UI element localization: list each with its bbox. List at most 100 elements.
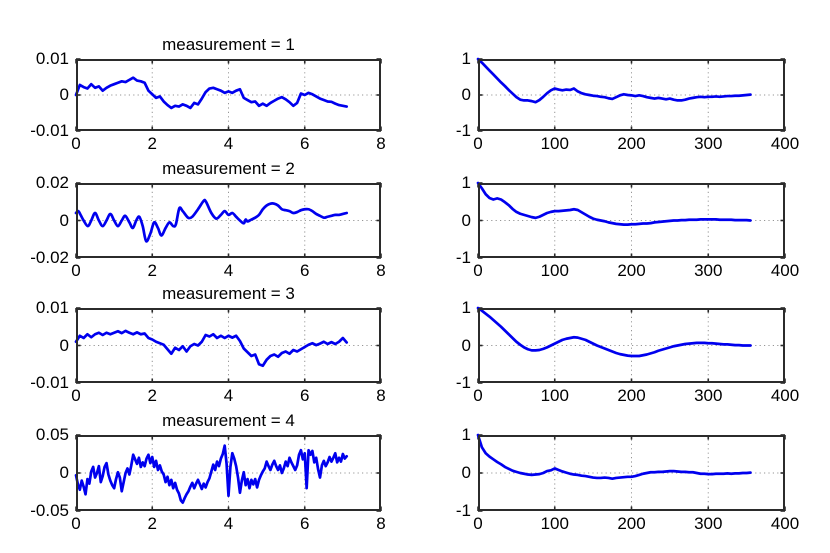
y-tick-label: 1 — [461, 298, 471, 317]
measurement-1-signal-canvas — [74, 58, 382, 132]
x-tick-label: 2 — [147, 386, 157, 405]
y-tick-label: -0.02 — [30, 248, 69, 267]
subplot-measurement-2-signal — [74, 182, 382, 259]
y-tick-label: 1 — [461, 425, 471, 444]
x-tick-label: 400 — [770, 514, 800, 533]
axis-box — [76, 435, 381, 511]
x-tick-label: 6 — [300, 386, 310, 405]
measurement-4-autocorrelation-canvas — [476, 433, 786, 512]
x-tick-label: 0 — [71, 386, 81, 405]
x-tick-label: 200 — [617, 261, 646, 280]
y-tick-label: 0.01 — [35, 49, 69, 68]
x-tick-label: 0 — [473, 386, 483, 405]
y-tick-label: 0 — [59, 335, 69, 355]
x-tick-label: 200 — [617, 386, 646, 405]
x-tick-label: 6 — [300, 134, 310, 153]
measurement-3-signal-canvas — [74, 307, 382, 384]
x-tick-label: 0 — [473, 514, 483, 533]
y-tick-label: 0 — [461, 335, 471, 355]
subplot-measurement-1-signal — [74, 58, 382, 132]
x-tick-label: 6 — [300, 514, 310, 533]
subplot-measurement-3-signal — [74, 307, 382, 384]
measurement-2-autocorrelation-canvas — [476, 181, 786, 259]
x-tick-label: 4 — [223, 386, 234, 405]
x-tick-label: 300 — [694, 514, 723, 533]
plot-title: measurement = 4 — [162, 411, 295, 430]
y-tick-label: -0.01 — [30, 373, 69, 392]
subplot-measurement-2-autocorrelation — [476, 181, 786, 259]
subplot-measurement-4-signal — [74, 434, 382, 512]
x-tick-label: 100 — [540, 514, 569, 533]
x-tick-label: 2 — [147, 261, 157, 280]
x-tick-label: 100 — [540, 261, 569, 280]
measurement-2-autocorrelation-line — [476, 181, 752, 226]
measurement-3-signal-line — [74, 329, 349, 368]
axis-box — [478, 183, 785, 258]
y-tick-label: 0.05 — [35, 425, 69, 444]
x-tick-label: 300 — [694, 261, 723, 280]
plot-title: measurement = 3 — [162, 284, 295, 303]
plot-title: measurement = 2 — [162, 159, 295, 178]
y-tick-label: 0 — [59, 85, 69, 104]
x-tick-label: 0 — [71, 261, 81, 280]
measurement-3-autocorrelation-line — [476, 306, 752, 358]
y-tick-label: 0 — [59, 210, 69, 230]
x-tick-label: 0 — [473, 261, 483, 280]
x-tick-label: 200 — [617, 134, 646, 153]
x-tick-label: 200 — [617, 514, 646, 533]
measurement-4-autocorrelation-line — [476, 433, 752, 481]
x-tick-label: 300 — [694, 134, 723, 153]
x-tick-label: 8 — [376, 261, 386, 280]
subplot-measurement-3-autocorrelation — [476, 306, 786, 384]
measurement-1-autocorrelation-canvas — [476, 57, 786, 132]
x-tick-label: 0 — [473, 134, 483, 153]
measurement-3-autocorrelation-canvas — [476, 306, 786, 384]
y-tick-label: 0.01 — [35, 298, 69, 317]
x-tick-label: 0 — [71, 134, 81, 153]
y-tick-label: 0 — [59, 463, 69, 482]
axis-box — [76, 183, 381, 258]
y-tick-label: 0.02 — [35, 173, 69, 192]
x-tick-label: 2 — [147, 514, 157, 533]
x-tick-label: 8 — [376, 386, 386, 405]
x-tick-label: 100 — [540, 386, 569, 405]
axis-box — [478, 435, 785, 511]
axis-box — [478, 59, 785, 131]
x-tick-label: 300 — [694, 386, 723, 405]
x-tick-label: 400 — [770, 134, 800, 153]
x-tick-label: 400 — [770, 386, 800, 405]
y-tick-label: 1 — [461, 173, 471, 192]
x-tick-label: 4 — [223, 261, 234, 280]
y-tick-label: 0 — [461, 85, 471, 104]
x-tick-label: 6 — [300, 261, 310, 280]
x-tick-label: 0 — [71, 514, 81, 533]
measurement-1-signal-line — [74, 76, 349, 110]
x-tick-label: 4 — [223, 134, 234, 153]
axis-box — [76, 308, 381, 383]
y-tick-label: 0 — [461, 210, 471, 230]
y-tick-label: -1 — [455, 121, 471, 140]
measurement-1-autocorrelation-line — [476, 57, 752, 104]
subplot-measurement-1-autocorrelation — [476, 57, 786, 132]
x-tick-label: 400 — [770, 261, 800, 280]
measurement-2-signal-line — [74, 198, 349, 243]
x-tick-label: 4 — [223, 514, 234, 533]
axis-box — [478, 308, 785, 383]
x-tick-label: 8 — [376, 134, 386, 153]
y-tick-label: 1 — [461, 49, 471, 68]
y-tick-label: -0.05 — [30, 501, 69, 520]
measurement-4-signal-canvas — [74, 434, 382, 512]
measurement-4-signal-line — [74, 444, 349, 504]
x-tick-label: 100 — [540, 134, 569, 153]
axis-box — [76, 59, 381, 131]
x-tick-label: 2 — [147, 134, 157, 153]
y-tick-label: -0.01 — [30, 121, 69, 140]
subplot-measurement-4-autocorrelation — [476, 433, 786, 512]
y-tick-label: 0 — [461, 463, 471, 482]
plot-title: measurement = 1 — [162, 35, 295, 54]
y-tick-label: -1 — [455, 248, 471, 267]
y-tick-label: -1 — [455, 501, 471, 520]
x-tick-label: 8 — [376, 514, 386, 533]
y-tick-label: -1 — [455, 373, 471, 392]
